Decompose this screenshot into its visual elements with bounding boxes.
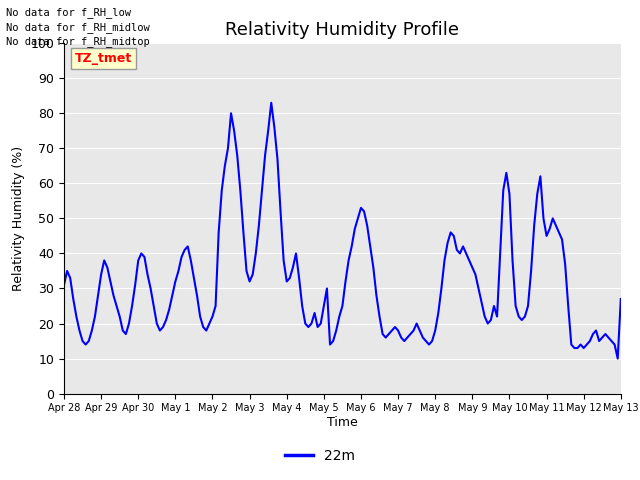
Legend: 22m: 22m <box>280 443 360 468</box>
X-axis label: Time: Time <box>327 416 358 429</box>
Text: No data for f_RH_midtop: No data for f_RH_midtop <box>6 36 150 47</box>
Text: No data for f_RH_midlow: No data for f_RH_midlow <box>6 22 150 33</box>
Y-axis label: Relativity Humidity (%): Relativity Humidity (%) <box>12 146 25 291</box>
Text: No data for f_RH_low: No data for f_RH_low <box>6 7 131 18</box>
Text: TZ_tmet: TZ_tmet <box>75 52 132 65</box>
Title: Relativity Humidity Profile: Relativity Humidity Profile <box>225 21 460 39</box>
